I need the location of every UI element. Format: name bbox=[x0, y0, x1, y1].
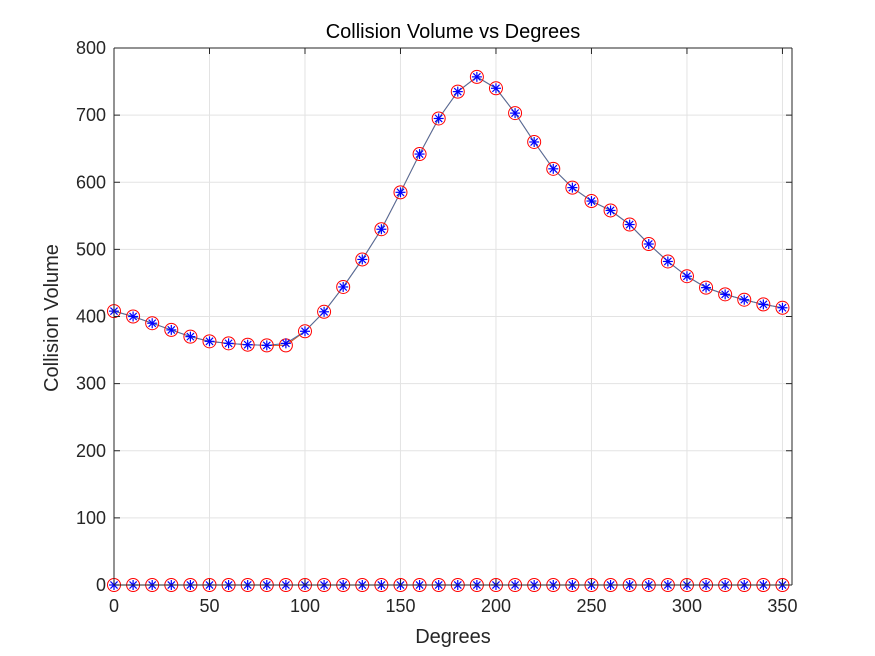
y-tick-label: 500 bbox=[76, 239, 106, 259]
grid bbox=[113, 47, 792, 586]
circle-marker bbox=[756, 297, 771, 312]
circle-marker bbox=[259, 338, 274, 353]
asterisk-marker bbox=[471, 71, 482, 82]
y-tick-label: 800 bbox=[76, 38, 106, 58]
circle-marker bbox=[355, 252, 370, 267]
circle-marker bbox=[603, 203, 618, 218]
y-tick-label: 400 bbox=[76, 307, 106, 327]
asterisk-marker bbox=[128, 311, 139, 322]
y-tick-label: 700 bbox=[76, 105, 106, 125]
circle-marker bbox=[508, 106, 523, 121]
asterisk-marker bbox=[758, 299, 769, 310]
asterisk-marker bbox=[490, 83, 501, 94]
asterisk-marker bbox=[605, 205, 616, 216]
asterisk-marker bbox=[147, 318, 158, 329]
circle-marker bbox=[164, 322, 179, 337]
asterisk-marker bbox=[681, 271, 692, 282]
circle-marker bbox=[317, 304, 332, 319]
asterisk-marker bbox=[777, 302, 788, 313]
circle-marker bbox=[641, 237, 656, 252]
circle-marker bbox=[488, 81, 503, 96]
asterisk-marker bbox=[376, 224, 387, 235]
asterisk-marker bbox=[739, 294, 750, 305]
circle-marker bbox=[412, 147, 427, 162]
x-tick-label: 150 bbox=[385, 596, 415, 616]
circle-marker bbox=[126, 309, 141, 324]
circle-marker bbox=[450, 84, 465, 99]
y-tick-label: 600 bbox=[76, 172, 106, 192]
tick-labels: 0 50 100 150 200 250 300 350 0 100 200 300 400 500 600… bbox=[76, 38, 798, 616]
x-tick-label: 50 bbox=[199, 596, 219, 616]
asterisk-marker bbox=[510, 108, 521, 119]
asterisk-marker bbox=[586, 196, 597, 207]
asterisk-marker bbox=[223, 338, 234, 349]
circle-marker bbox=[699, 280, 714, 295]
y-tick-label: 300 bbox=[76, 374, 106, 394]
series-line-2 bbox=[113, 76, 783, 346]
asterisk-marker bbox=[357, 254, 368, 265]
asterisk-marker bbox=[280, 338, 291, 349]
circle-marker bbox=[393, 185, 408, 200]
circle-marker bbox=[584, 194, 599, 209]
axes bbox=[113, 47, 793, 586]
circle-marker bbox=[660, 254, 675, 269]
series-line-1 bbox=[113, 76, 783, 346]
circle-marker bbox=[202, 334, 217, 349]
asterisk-marker bbox=[452, 86, 463, 97]
asterisk-marker bbox=[261, 340, 272, 351]
series-lines bbox=[113, 76, 783, 586]
circle-marker bbox=[527, 134, 542, 149]
x-tick-label: 300 bbox=[672, 596, 702, 616]
circle-marker bbox=[145, 316, 160, 331]
asterisk-marker bbox=[701, 282, 712, 293]
circle-marker bbox=[718, 287, 733, 302]
asterisk-marker bbox=[414, 149, 425, 160]
x-tick-label: 200 bbox=[481, 596, 511, 616]
circle-marker bbox=[469, 69, 484, 84]
asterisk-marker bbox=[567, 182, 578, 193]
asterisk-marker bbox=[662, 256, 673, 267]
asterisk-marker bbox=[338, 281, 349, 292]
asterisk-marker bbox=[624, 219, 635, 230]
asterisk-marker bbox=[529, 136, 540, 147]
asterisk-marker bbox=[548, 163, 559, 174]
circle-marker bbox=[679, 269, 694, 284]
asterisk-marker bbox=[166, 324, 177, 335]
x-axis-label: Degrees bbox=[415, 626, 491, 648]
asterisk-marker bbox=[643, 239, 654, 250]
x-tick-label: 0 bbox=[109, 596, 119, 616]
x-tick-label: 250 bbox=[576, 596, 606, 616]
x-tick-label: 100 bbox=[290, 596, 320, 616]
chart-title: Collision Volume vs Degrees bbox=[326, 21, 581, 43]
asterisk-marker bbox=[242, 339, 253, 350]
circle-marker bbox=[240, 337, 255, 352]
asterisk-marker bbox=[185, 331, 196, 342]
circle-marker bbox=[374, 222, 389, 237]
y-tick-label: 100 bbox=[76, 508, 106, 528]
circle-marker bbox=[221, 336, 236, 351]
circle-marker bbox=[565, 180, 580, 195]
circle-marker bbox=[336, 279, 351, 294]
y-axis-label: Collision Volume bbox=[41, 244, 63, 392]
y-tick-label: 200 bbox=[76, 441, 106, 461]
circle-marker bbox=[183, 329, 198, 344]
asterisk-marker bbox=[319, 306, 330, 317]
asterisk-marker bbox=[433, 113, 444, 124]
asterisk-marker bbox=[204, 336, 215, 347]
asterisk-marker bbox=[395, 187, 406, 198]
circle-marker bbox=[431, 111, 446, 126]
circle-marker bbox=[297, 324, 312, 339]
circle-marker bbox=[622, 217, 637, 232]
asterisk-marker bbox=[299, 326, 310, 337]
x-tick-label: 350 bbox=[767, 596, 797, 616]
y-tick-label: 0 bbox=[96, 575, 106, 595]
circle-marker bbox=[546, 161, 561, 176]
circle-marker bbox=[737, 292, 752, 307]
circle-marker bbox=[775, 300, 790, 315]
asterisk-marker bbox=[720, 289, 731, 300]
